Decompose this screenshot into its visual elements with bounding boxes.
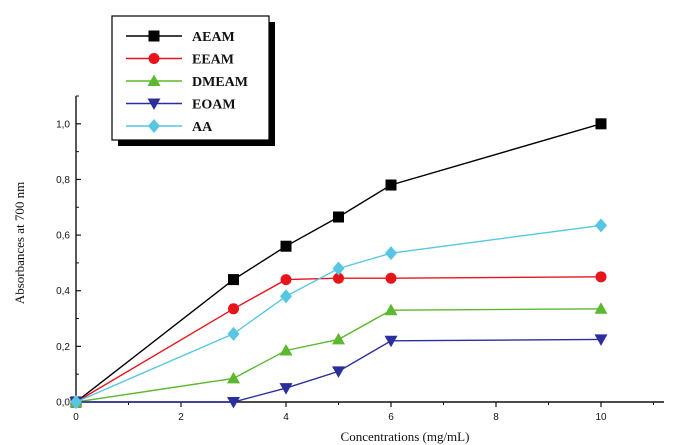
series-dmeam [69,302,608,407]
series-line [75,123,602,403]
data-point [333,211,344,223]
data-point [384,335,398,348]
series-eeam [70,271,607,408]
data-point [384,303,398,316]
data-point [595,118,607,130]
y-tick-label: 0,6 [56,231,70,242]
data-point [595,218,607,233]
legend-label: DMEAM [192,75,248,90]
data-point [280,289,292,304]
x-tick-label: 2 [178,412,184,423]
data-point [228,303,239,315]
series-eoam [69,334,608,409]
legend: AEAM EEAM DMEAM EOAM AA [111,15,275,146]
data-point [332,261,345,276]
x-axis-title: Concentrations (mg/mL) [341,429,470,444]
y-tick-label: 0,4 [56,286,70,297]
x-tick-label: 8 [493,412,499,423]
data-point [70,395,82,409]
legend-marker [148,30,160,42]
x-tick-label: 4 [283,412,289,423]
y-tick-label: 0,8 [56,175,70,186]
legend-label: AEAM [192,30,235,45]
series-line [75,276,602,403]
legend-marker [148,53,160,64]
data-point [385,246,397,261]
series-line [75,224,602,403]
series-layer [69,118,608,409]
data-point [332,366,345,378]
data-point [279,344,293,356]
series-line [75,308,602,403]
legend-marker [147,74,161,86]
y-tick-label: 1,0 [56,119,70,130]
data-point [228,274,239,286]
legend-label: EOAM [192,98,236,113]
data-point [385,272,397,284]
data-point [333,272,344,284]
data-point [227,371,240,384]
data-point [594,302,608,314]
data-point [227,397,240,409]
data-point [227,326,240,341]
data-point [279,383,293,395]
y-axis-title: Absorbances at 700 nm [12,182,27,304]
data-point [280,240,292,252]
data-point [595,271,607,283]
x-tick-label: 6 [388,412,394,423]
y-tick-label: 0,2 [56,342,70,353]
legend-marker [148,119,160,133]
series-aa [70,218,607,409]
legend-marker [147,98,161,110]
data-point [332,332,345,345]
legend-label: AA [192,120,213,135]
x-tick-label: 0 [73,412,79,423]
y-tick-label: 0,0 [56,398,70,409]
series-line [76,338,602,403]
data-point [594,334,608,346]
data-point [385,179,397,191]
legend-label: EEAM [192,53,234,68]
data-point [280,274,292,286]
x-tick-label: 10 [595,412,607,423]
